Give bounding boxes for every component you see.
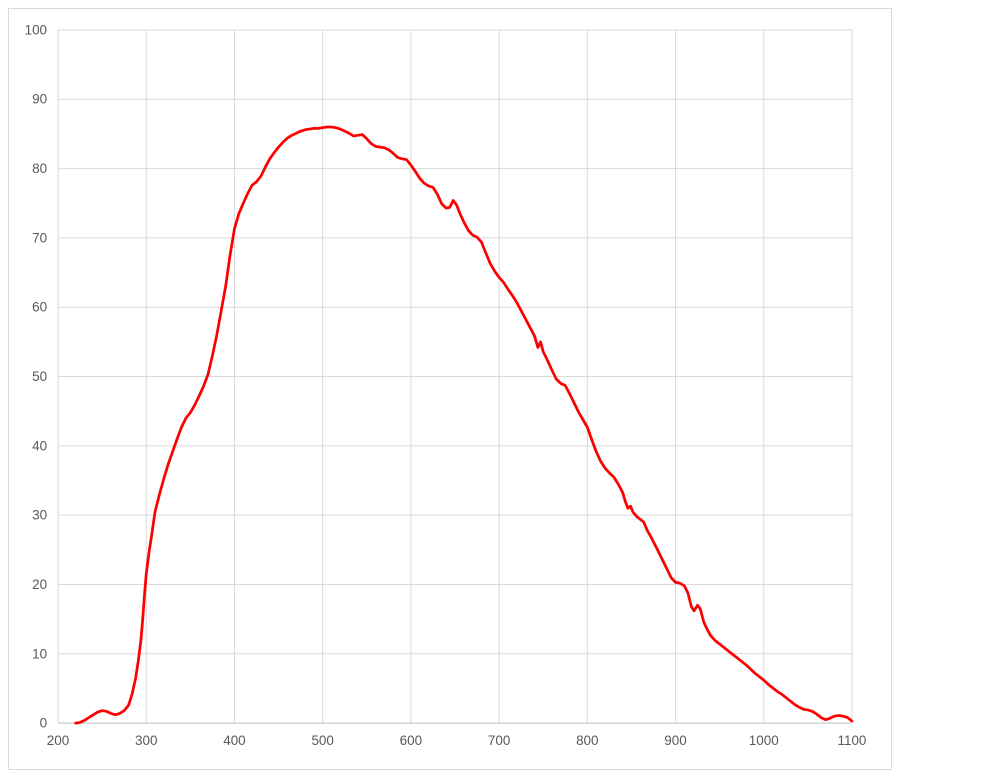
x-axis-tick-label: 1000 [749, 733, 779, 748]
x-axis-tick-label: 300 [135, 733, 157, 748]
y-axis-tick-label: 50 [32, 369, 47, 384]
x-axis-tick-label: 500 [311, 733, 333, 748]
x-axis-tick-label: 700 [488, 733, 510, 748]
spectral-response-chart: 200 300 400 500 600 700 800 900 1000 1100 0 10 20 30 4… [25, 22, 867, 748]
x-axis-tick-label: 900 [664, 733, 686, 748]
x-axis-tick-label: 600 [400, 733, 422, 748]
y-axis-tick-label: 60 [32, 300, 47, 315]
tick-labels-group: 200 300 400 500 600 700 800 900 1000 1100 0 10 20 30 4… [25, 22, 867, 748]
series-line-spectral-response [74, 125, 854, 725]
x-axis-tick-label: 400 [223, 733, 245, 748]
x-axis-tick-label: 800 [576, 733, 598, 748]
y-axis-tick-label: 10 [32, 646, 47, 661]
chart-frame: 200 300 400 500 600 700 800 900 1000 1100 0 10 20 30 4… [8, 8, 892, 770]
y-axis-tick-label: 0 [40, 716, 47, 731]
y-axis-tick-label: 80 [32, 161, 47, 176]
x-axis-tick-label: 1100 [837, 733, 866, 748]
y-axis-tick-label: 20 [32, 577, 47, 592]
y-axis-tick-label: 90 [32, 92, 47, 107]
y-axis-tick-label: 30 [32, 508, 47, 523]
x-axis-tick-label: 200 [47, 733, 69, 748]
gridlines-group [57, 29, 853, 724]
y-axis-tick-label: 100 [25, 22, 47, 37]
y-axis-tick-label: 40 [32, 438, 47, 453]
y-axis-tick-label: 70 [32, 230, 47, 245]
series-group [74, 125, 854, 725]
